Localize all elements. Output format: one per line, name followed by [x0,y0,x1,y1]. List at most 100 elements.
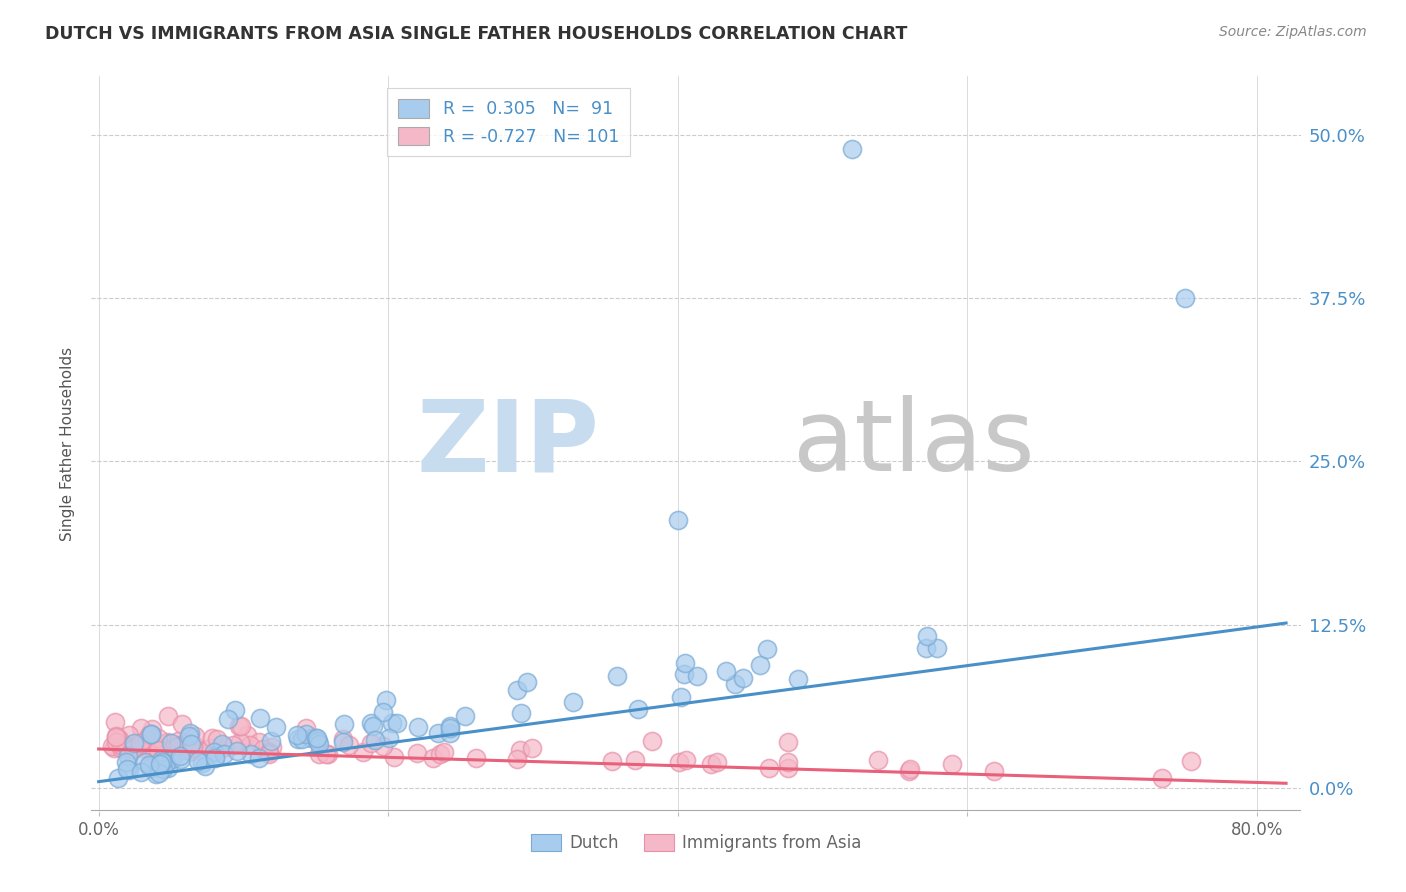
Point [139,726,162,740]
Point [776,761,799,775]
Point [148,731,170,746]
Point [105,735,128,749]
Point [112,741,135,756]
Point [600,755,623,769]
Point [755,641,778,656]
Point [156,709,179,723]
Point [104,714,127,729]
Point [173,737,195,751]
Point [360,715,382,730]
Point [294,726,316,740]
Point [706,755,728,769]
Point [686,669,709,683]
Point [673,667,696,681]
Text: DUTCH VS IMMIGRANTS FROM ASIA SINGLE FATHER HOUSEHOLDS CORRELATION CHART: DUTCH VS IMMIGRANTS FROM ASIA SINGLE FAT… [45,25,907,43]
Point [145,740,167,755]
Point [307,733,329,747]
Point [129,721,152,735]
Point [264,721,287,735]
Point [103,740,125,755]
Point [925,640,948,655]
Point [117,763,139,777]
Point [139,742,162,756]
Point [305,731,328,745]
Point [287,728,309,742]
Point [624,753,647,767]
Point [187,754,209,768]
Point [229,735,252,749]
Point [247,751,270,765]
Point [155,735,177,749]
Point [179,726,201,740]
Point [332,735,354,749]
Point [315,747,337,761]
Point [983,764,1005,779]
Point [247,735,270,749]
Point [778,735,800,749]
Point [173,735,195,749]
Point [385,716,408,731]
Point [201,731,224,745]
Point [122,736,145,750]
Text: ZIP: ZIP [416,395,599,492]
Point [160,752,183,766]
Point [184,741,207,756]
Point [749,657,772,672]
Point [152,743,174,757]
Point [866,753,889,767]
Point [217,712,239,726]
Point [786,672,808,686]
Point [148,766,170,780]
Point [205,740,228,755]
Point [360,736,382,750]
Text: atlas: atlas [793,395,1035,492]
Point [260,734,283,748]
Point [114,737,136,751]
Point [308,737,330,751]
Point [229,719,252,733]
Point [172,742,194,756]
Legend: Dutch, Immigrants from Asia: Dutch, Immigrants from Asia [524,827,868,859]
Point [214,739,236,754]
Point [146,742,169,756]
Point [332,716,354,731]
Point [180,744,202,758]
Point [371,739,394,754]
Point [454,709,477,723]
Point [724,677,747,691]
Point [221,739,243,753]
Point [378,731,401,745]
Point [143,742,166,756]
Point [136,743,159,757]
Point [562,694,585,708]
Point [167,739,190,753]
Point [627,702,650,716]
Point [917,629,939,643]
Point [183,741,205,756]
Point [142,737,165,751]
Point [214,747,236,761]
Point [226,744,249,758]
Point [172,717,194,731]
Point [160,736,183,750]
Point [118,728,141,742]
Point [180,738,202,752]
Point [898,764,921,779]
Point [194,758,217,772]
Point [506,682,529,697]
Point [198,741,221,756]
Point [207,731,229,746]
Point [262,739,284,754]
Point [941,756,963,771]
Point [509,743,531,757]
Point [149,753,172,767]
Point [291,731,314,746]
Point [429,747,451,762]
Point [666,513,689,527]
Point [204,749,226,764]
Point [180,744,202,758]
Point [122,742,145,756]
Point [110,741,132,756]
Point [149,757,172,772]
Point [778,755,800,769]
